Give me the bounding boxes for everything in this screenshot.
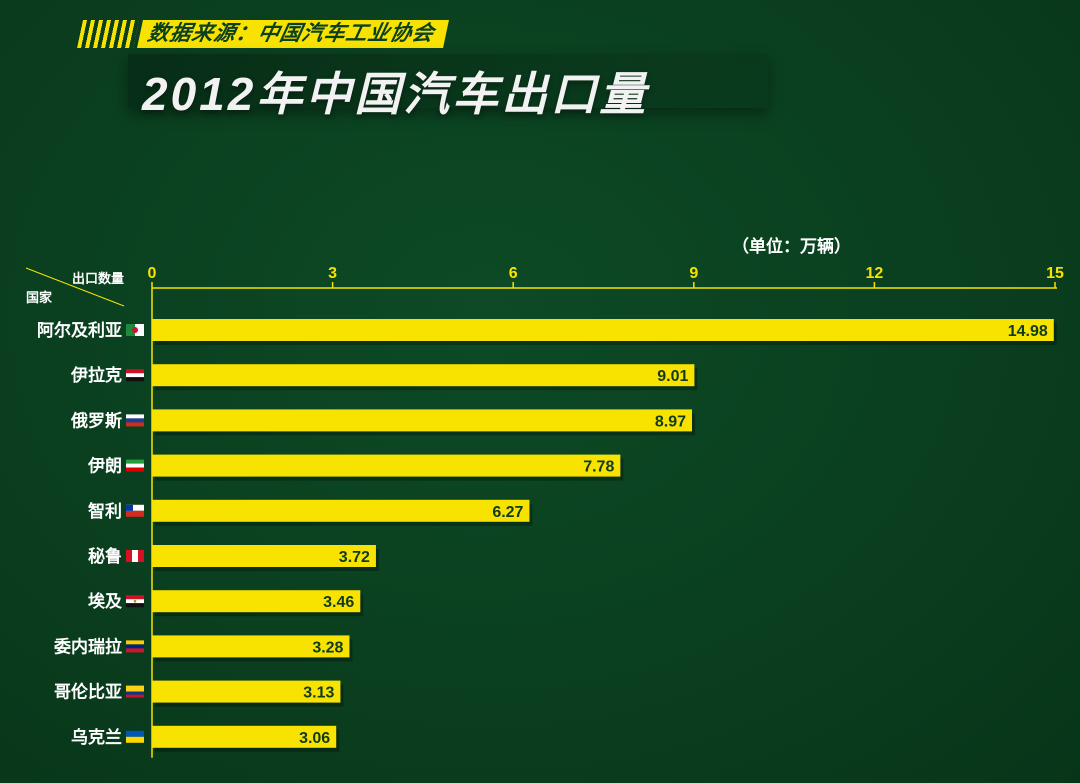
bar-value-label: 14.98	[1008, 323, 1048, 340]
category-label: 乌克兰	[71, 727, 122, 747]
x-tick-label: 15	[1046, 265, 1064, 282]
bar-value-label: 3.28	[312, 639, 343, 656]
bar-value-label: 8.97	[655, 413, 686, 430]
page-title: 2012年中国汽车出口量	[142, 68, 649, 120]
venezuela-flag-icon	[126, 640, 144, 653]
chile-flag-icon	[126, 504, 144, 517]
bar-8	[152, 635, 350, 658]
corner-label-quantity: 出口数量	[71, 271, 124, 286]
bar-6	[152, 545, 376, 567]
bar-value-label: 3.06	[299, 730, 330, 747]
category-label: 阿尔及利亚	[37, 320, 122, 340]
bar-7	[152, 590, 361, 613]
category-label: 伊朗	[87, 456, 122, 476]
bar-5	[152, 499, 530, 522]
corner-label-country: 国家	[26, 290, 53, 305]
bar-4	[152, 454, 621, 477]
category-label: 智利	[88, 501, 122, 521]
colombia-flag-icon	[126, 685, 144, 698]
bar-1	[152, 319, 1054, 341]
bar-value-label: 7.78	[583, 459, 614, 476]
x-tick-label: 6	[509, 265, 518, 282]
ukraine-flag-icon	[126, 730, 144, 743]
bar-value-label: 6.27	[492, 504, 523, 521]
category-label: 哥伦比亚	[54, 682, 122, 702]
x-tick-label: 12	[866, 265, 884, 282]
bar-2	[152, 364, 695, 387]
x-tick-label: 0	[148, 265, 157, 282]
bar-3	[152, 409, 692, 432]
peru-flag-icon	[126, 550, 144, 562]
category-label: 俄罗斯	[70, 410, 122, 430]
bar-value-label: 3.13	[303, 685, 334, 702]
egypt-flag-icon	[126, 595, 144, 608]
bar-value-label: 3.46	[323, 594, 354, 611]
bar-10	[152, 725, 337, 748]
category-label: 伊拉克	[70, 365, 122, 385]
algeria-flag-icon	[126, 324, 144, 336]
title-banner	[128, 54, 768, 108]
category-label: 埃及	[88, 591, 123, 611]
category-label: 秘鲁	[88, 546, 122, 566]
iran-flag-icon	[126, 459, 144, 472]
russia-flag-icon	[126, 414, 144, 427]
iraq-flag-icon	[126, 369, 144, 382]
corner-header-cell: 出口数量 国家	[24, 266, 128, 308]
bar-9	[152, 680, 341, 703]
corner-diagonal	[25, 267, 125, 307]
category-label: 委内瑞拉	[53, 636, 122, 656]
bar-value-label: 3.72	[339, 549, 370, 566]
unit-label: （单位：万辆）	[732, 237, 851, 256]
x-tick-label: 3	[328, 265, 337, 282]
x-tick-label: 9	[689, 265, 698, 282]
bar-value-label: 9.01	[657, 368, 688, 385]
